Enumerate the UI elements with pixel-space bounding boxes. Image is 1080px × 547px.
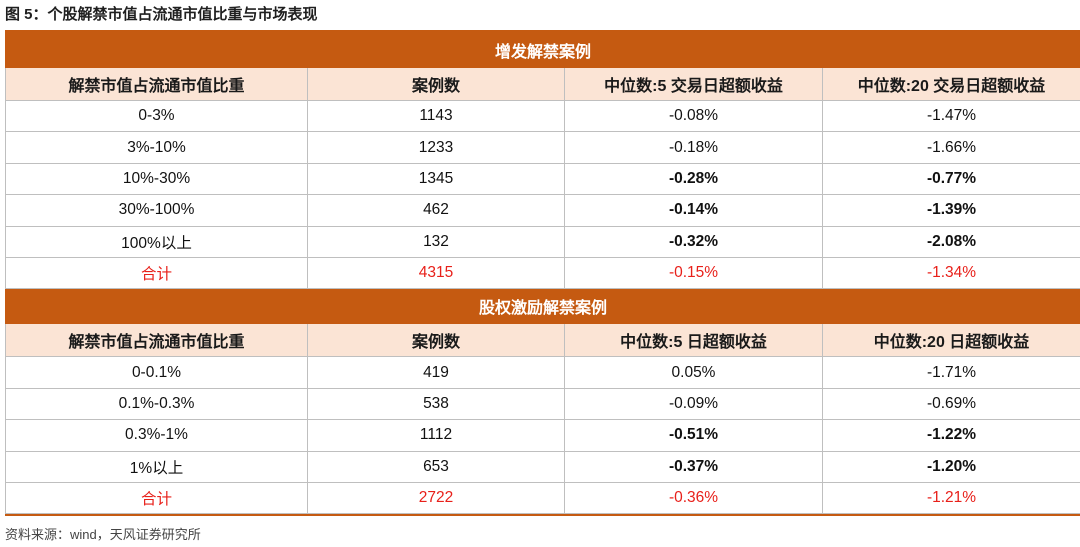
return-5d-cell: -0.09% (564, 387, 823, 421)
table-row: 30%-100% 462 -0.14% -1.39% (5, 194, 1080, 227)
column-header: 中位数:20 交易日超额收益 (821, 67, 1080, 101)
range-cell: 0.1%-0.3% (5, 387, 308, 421)
return-20d-cell: -0.77% (821, 162, 1080, 196)
return-5d-cell: 0.05% (564, 356, 823, 389)
total-label: 合计 (5, 256, 308, 290)
section-title: 增发解禁案例 (4, 32, 1080, 68)
section-title-row: 增发解禁案例 (4, 32, 1080, 68)
section-title-row: 股权激励解禁案例 (4, 288, 1080, 325)
return-5d-cell: -0.28% (564, 162, 823, 196)
total-return-20d: -1.34% (821, 256, 1080, 290)
return-5d-cell: -0.14% (564, 194, 823, 227)
return-20d-cell: -0.69% (821, 387, 1080, 421)
table-row: 0-0.1% 419 0.05% -1.71% (5, 356, 1080, 389)
source-note: 资料来源：wind，天风证券研究所 (5, 527, 201, 542)
table-row: 0.3%-1% 1112 -0.51% -1.22% (5, 419, 1080, 452)
total-return-5d: -0.36% (564, 481, 823, 515)
total-return-20d: -1.21% (821, 481, 1080, 515)
range-cell: 0-0.1% (5, 356, 308, 389)
range-cell: 100%以上 (5, 225, 308, 258)
column-header-row: 解禁市值占流通市值比重 案例数 中位数:5 日超额收益 中位数:20 日超额收益 (5, 323, 1080, 358)
unlock-table-container: 增发解禁案例 解禁市值占流通市值比重 案例数 中位数:5 交易日超额收益 中位数:20 … (4, 30, 1080, 517)
range-cell: 0-3% (5, 99, 308, 133)
return-20d-cell: -1.66% (821, 131, 1080, 164)
table-row: 1%以上 653 -0.37% -1.20% (5, 450, 1080, 483)
total-return-5d: -0.15% (564, 256, 823, 290)
return-20d-cell: -2.08% (821, 225, 1080, 258)
return-5d-cell: -0.51% (564, 419, 823, 452)
table-row: 0-3% 1143 -0.08% -1.47% (5, 99, 1080, 133)
column-header: 解禁市值占流通市值比重 (5, 323, 308, 358)
range-cell: 30%-100% (5, 194, 308, 227)
column-header-row: 解禁市值占流通市值比重 案例数 中位数:5 交易日超额收益 中位数:20 交易日超额收… (5, 67, 1080, 101)
unlock-performance-table: 增发解禁案例 解禁市值占流通市值比重 案例数 中位数:5 交易日超额收益 中位数:20 … (4, 32, 1080, 515)
count-cell: 462 (307, 194, 565, 227)
return-20d-cell: -1.71% (821, 356, 1080, 389)
column-header: 解禁市值占流通市值比重 (5, 67, 308, 101)
total-label: 合计 (5, 481, 308, 515)
return-5d-cell: -0.32% (564, 225, 823, 258)
count-cell: 653 (307, 450, 565, 483)
return-20d-cell: -1.39% (821, 194, 1080, 227)
column-header: 中位数:5 交易日超额收益 (564, 67, 823, 101)
column-header: 中位数:20 日超额收益 (821, 323, 1080, 358)
count-cell: 1143 (307, 99, 565, 133)
return-20d-cell: -1.47% (821, 99, 1080, 133)
table-row: 3%-10% 1233 -0.18% -1.66% (5, 131, 1080, 164)
count-cell: 419 (307, 356, 565, 389)
table-row: 0.1%-0.3% 538 -0.09% -0.69% (5, 387, 1080, 421)
total-count: 4315 (307, 256, 565, 290)
range-cell: 3%-10% (5, 131, 308, 164)
total-row: 合计 2722 -0.36% -1.21% (5, 481, 1080, 515)
return-20d-cell: -1.22% (821, 419, 1080, 452)
count-cell: 1345 (307, 162, 565, 196)
table-row: 10%-30% 1345 -0.28% -0.77% (5, 162, 1080, 196)
count-cell: 132 (307, 225, 565, 258)
column-header: 中位数:5 日超额收益 (564, 323, 823, 358)
range-cell: 0.3%-1% (5, 419, 308, 452)
count-cell: 1233 (307, 131, 565, 164)
return-5d-cell: -0.08% (564, 99, 823, 133)
return-5d-cell: -0.37% (564, 450, 823, 483)
table-row: 100%以上 132 -0.32% -2.08% (5, 225, 1080, 258)
return-5d-cell: -0.18% (564, 131, 823, 164)
range-cell: 1%以上 (5, 450, 308, 483)
range-cell: 10%-30% (5, 162, 308, 196)
count-cell: 538 (307, 387, 565, 421)
total-count: 2722 (307, 481, 565, 515)
column-header: 案例数 (307, 67, 565, 101)
column-header: 案例数 (307, 323, 565, 358)
total-row: 合计 4315 -0.15% -1.34% (5, 256, 1080, 290)
return-20d-cell: -1.20% (821, 450, 1080, 483)
count-cell: 1112 (307, 419, 565, 452)
figure-title: 图 5：个股解禁市值占流通市值比重与市场表现 (5, 6, 318, 23)
section-title: 股权激励解禁案例 (4, 288, 1080, 325)
